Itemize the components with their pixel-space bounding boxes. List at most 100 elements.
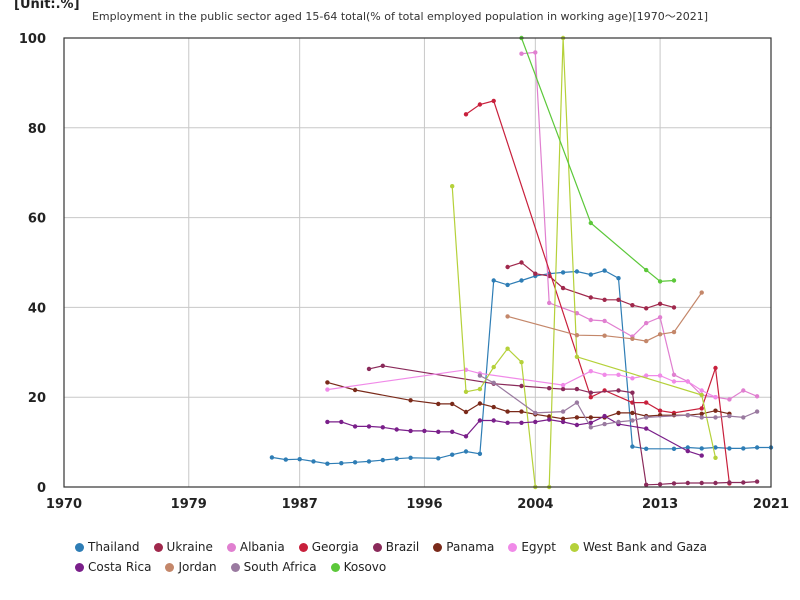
data-point: [463, 409, 469, 415]
data-point: [657, 408, 663, 413]
data-point: [574, 333, 580, 338]
legend-swatch: [372, 542, 382, 552]
data-point: [616, 372, 621, 377]
data-point: [547, 414, 552, 419]
data-point: [644, 446, 649, 451]
data-point: [602, 268, 607, 273]
data-point: [477, 386, 483, 392]
data-point: [450, 184, 455, 189]
data-point: [547, 386, 552, 391]
data-point: [754, 409, 760, 414]
legend-item: Egypt: [508, 540, 556, 554]
data-point: [602, 318, 607, 324]
data-point: [463, 112, 469, 117]
data-point: [311, 459, 316, 464]
data-point: [644, 400, 649, 405]
data-point: [505, 346, 510, 351]
series-egypt: [325, 367, 718, 400]
legend-label: Ukraine: [166, 540, 213, 554]
x-tick-label: 1987: [282, 497, 318, 512]
data-point: [602, 333, 607, 338]
data-point: [588, 369, 593, 374]
data-point: [394, 427, 399, 432]
data-point: [630, 336, 635, 341]
data-point: [657, 279, 663, 284]
data-point: [325, 461, 330, 466]
data-point: [741, 446, 746, 451]
data-point: [519, 51, 524, 56]
legend-item: Ukraine: [153, 540, 213, 554]
data-point: [574, 386, 580, 392]
data-point: [574, 400, 580, 405]
data-point: [713, 455, 718, 460]
data-point: [588, 295, 593, 300]
data-point: [713, 415, 718, 420]
data-point: [616, 419, 621, 425]
data-point: [685, 448, 690, 454]
data-point: [339, 461, 344, 466]
data-point: [491, 98, 496, 104]
y-tick-label: 60: [28, 212, 46, 227]
data-point: [436, 429, 441, 434]
y-tick-label: 0: [37, 481, 46, 496]
legend-label: West Bank and Gaza: [582, 540, 707, 554]
x-tick-label: 1979: [171, 497, 207, 512]
series-south-africa: [477, 373, 760, 430]
x-tick-label: 2021: [753, 497, 789, 512]
series-line: [507, 261, 675, 309]
legend-swatch: [226, 542, 236, 552]
data-point: [519, 260, 524, 265]
data-point: [533, 410, 538, 416]
data-point: [450, 452, 455, 457]
series-lines: [269, 35, 774, 490]
data-point: [408, 398, 413, 403]
series-line: [507, 292, 703, 342]
legend-item: Panama: [433, 540, 494, 554]
data-point: [588, 415, 593, 420]
data-point: [657, 373, 663, 378]
series-west-bank-and-gaza: [450, 35, 718, 490]
data-point: [283, 457, 288, 462]
data-point: [574, 415, 580, 420]
legend-swatch: [433, 542, 443, 552]
data-point: [644, 267, 649, 273]
data-point: [519, 383, 524, 389]
data-point: [588, 220, 593, 226]
data-point: [699, 388, 704, 393]
legend-swatch: [298, 542, 308, 552]
data-point: [325, 380, 330, 385]
data-point: [699, 415, 704, 420]
data-point: [685, 379, 690, 384]
data-point: [547, 300, 552, 306]
x-tick-label: 1996: [406, 497, 442, 512]
legend-label: Georgia: [311, 540, 359, 554]
plot-frame: [63, 37, 772, 488]
data-point: [380, 457, 385, 463]
legend-item: Brazil: [372, 540, 419, 554]
grid-lines: [64, 38, 771, 487]
data-point: [602, 413, 607, 419]
x-tick-label: 1970: [46, 497, 82, 512]
data-point: [644, 482, 649, 487]
data-point: [616, 297, 621, 302]
data-point: [519, 278, 524, 283]
data-point: [657, 301, 663, 306]
data-point: [713, 480, 718, 486]
data-point: [547, 417, 552, 422]
data-point: [574, 422, 580, 428]
data-point: [366, 366, 372, 372]
series-line: [327, 369, 716, 398]
series-kosovo: [519, 35, 677, 284]
data-point: [450, 401, 455, 407]
data-point: [408, 428, 413, 434]
series-costa-rica: [325, 413, 704, 458]
data-point: [339, 419, 344, 425]
series-line: [520, 37, 675, 283]
data-point: [699, 446, 704, 451]
data-point: [533, 419, 538, 425]
data-point: [533, 50, 538, 55]
data-point: [630, 376, 635, 381]
data-point: [588, 425, 593, 430]
data-point: [588, 390, 593, 395]
data-point: [727, 413, 732, 419]
